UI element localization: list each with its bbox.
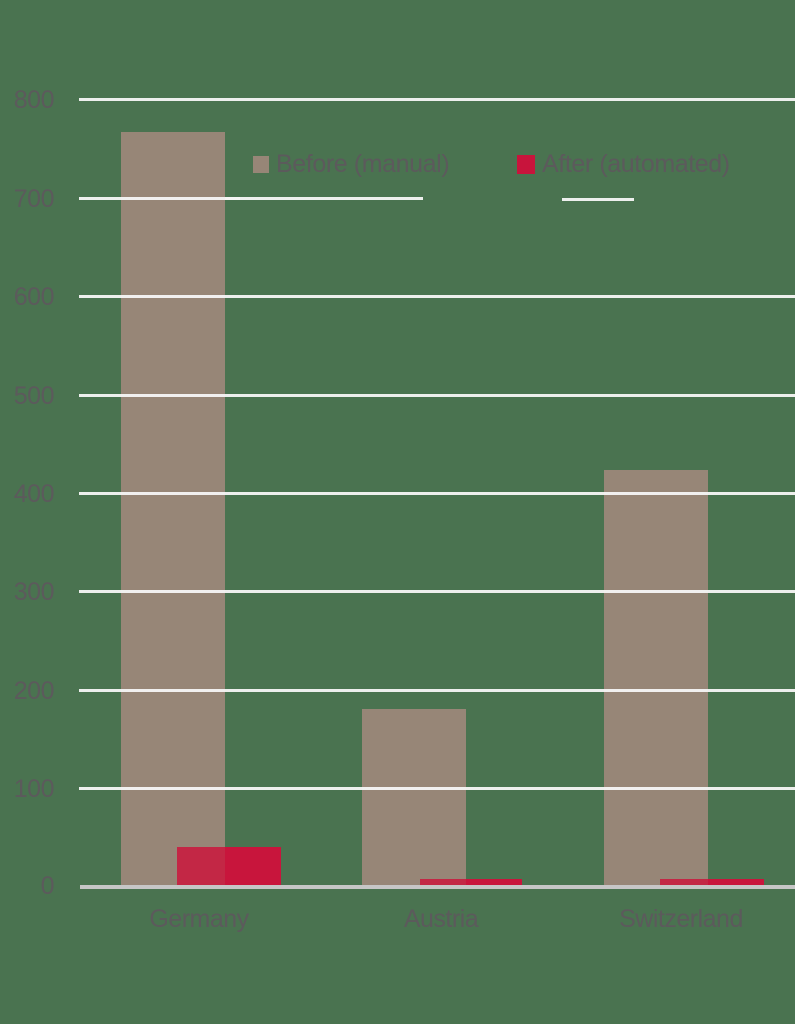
legend-swatch-after-icon <box>517 155 535 174</box>
chart-legend: Before (manual) After (automated) <box>225 142 795 202</box>
legend-label-before: Before (manual) <box>276 150 450 178</box>
y-tick-label-500: 500 <box>13 382 55 410</box>
bar-overlap-region <box>177 847 225 886</box>
x-tick-label-switzerland: Switzerland <box>619 905 743 933</box>
gridline-300 <box>79 590 795 593</box>
y-tick-label-200: 200 <box>13 677 55 705</box>
x-tick-label-germany: Germany <box>149 905 249 933</box>
legend-item-before: Before (manual) <box>253 150 450 179</box>
y-tick-label-300: 300 <box>13 578 55 606</box>
x-tick-label-austria: Austria <box>403 905 479 933</box>
bar-switzerland-before <box>604 470 708 886</box>
gridline-200 <box>79 689 795 692</box>
gridline-700-fragment <box>562 198 634 201</box>
x-axis-baseline <box>80 885 795 889</box>
y-tick-label-100: 100 <box>13 775 55 803</box>
bar-overlap-region <box>660 879 708 886</box>
bar-austria-before <box>362 709 466 886</box>
bar-austria-after <box>420 879 522 886</box>
legend-item-after: After (automated) <box>517 150 730 179</box>
gridline-700-fragment <box>225 197 423 200</box>
bar-switzerland-after <box>660 879 764 886</box>
y-tick-label-800: 800 <box>13 86 55 114</box>
y-tick-label-600: 600 <box>13 283 55 311</box>
bar-overlap-region <box>420 879 466 886</box>
legend-swatch-before-icon <box>253 156 269 173</box>
gridline-500 <box>79 394 795 397</box>
gridline-600 <box>79 295 795 298</box>
bar-germany-after <box>177 847 281 886</box>
y-tick-label-0: 0 <box>40 872 55 900</box>
legend-label-after: After (automated) <box>542 150 730 178</box>
gridline-100 <box>79 787 795 790</box>
y-tick-label-700: 700 <box>13 185 55 213</box>
y-tick-label-400: 400 <box>13 480 55 508</box>
gridline-400 <box>79 492 795 495</box>
bar-germany-before <box>121 132 225 886</box>
gridline-800 <box>79 98 795 101</box>
